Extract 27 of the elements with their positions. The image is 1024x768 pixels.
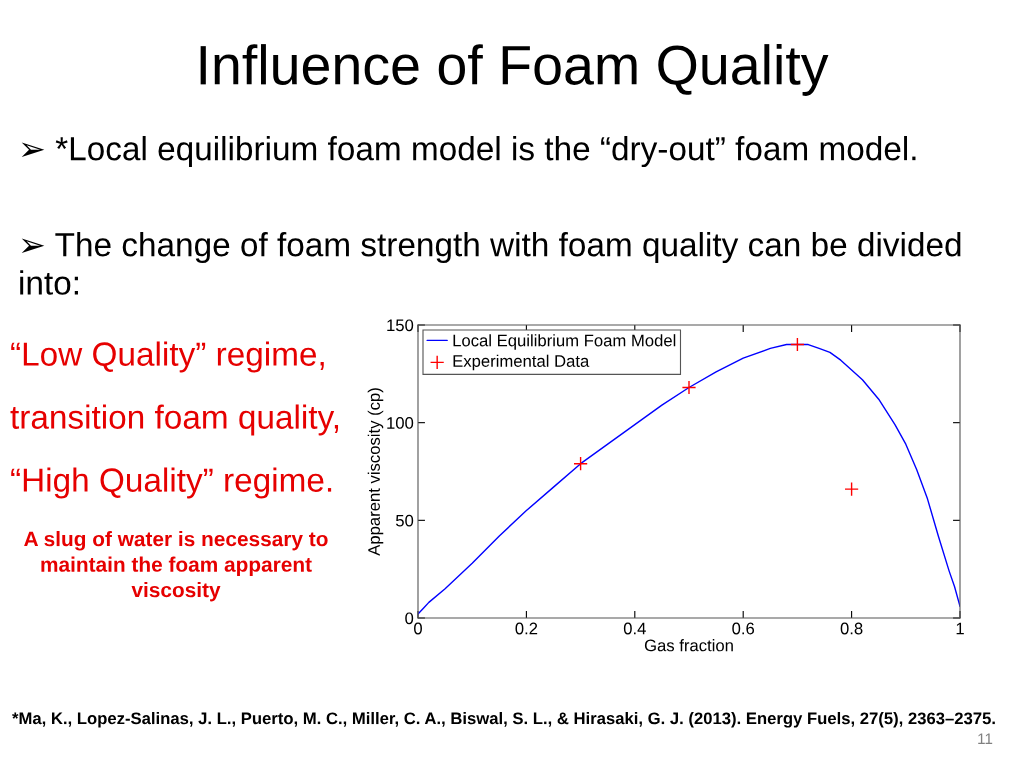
y-tick-label: 100 (387, 417, 414, 429)
point (844, 481, 859, 497)
text: *Ma, K., Lopez-Salinas, J. L., Puerto, M. C., Miller, C. A., Biswal, S. L., & Hirasaki, G. J. (2013). Energy Fuels, 27(5), 2363–2375. (12, 712, 995, 728)
point (573, 456, 588, 471)
x-tick-label: 0.8 (840, 622, 863, 635)
y-axis-title: Apparent viscosity (cp) (367, 388, 384, 556)
text: transition foam quality, (10, 404, 339, 436)
x-tick-label: 0.2 (515, 622, 538, 635)
text: A slug of water is necessary to maintain the foam apparent viscosity (24, 531, 328, 602)
text: ➢ *Local equilibrium foam model is the “dry-out” foam model. (21, 136, 916, 168)
chart-title: Influence of Foam Quality (200, 44, 829, 96)
point (790, 337, 805, 352)
y-tick-label: 50 (395, 514, 414, 527)
text: “High Quality” regime. (11, 467, 332, 499)
text: ➢ The change of foam strength with foam quality can be divided into: (20, 232, 961, 295)
x-tick-label: 0.6 (732, 622, 755, 635)
text: “Low Quality” regime, (11, 341, 324, 373)
legend-label: Local Equilibrium Foam Model (453, 334, 676, 350)
legend-label: Experimental Data (453, 354, 590, 371)
text: 11 (978, 733, 993, 744)
x-tick-label: 0 (414, 622, 422, 635)
point (681, 380, 697, 395)
x-axis-title: Gas fraction (644, 639, 733, 652)
x-tick-label: 0.4 (623, 622, 646, 635)
y-tick-label: 0 (405, 612, 414, 625)
x-tick-label: 1 (956, 622, 964, 635)
y-tick-label: 150 (387, 319, 414, 332)
